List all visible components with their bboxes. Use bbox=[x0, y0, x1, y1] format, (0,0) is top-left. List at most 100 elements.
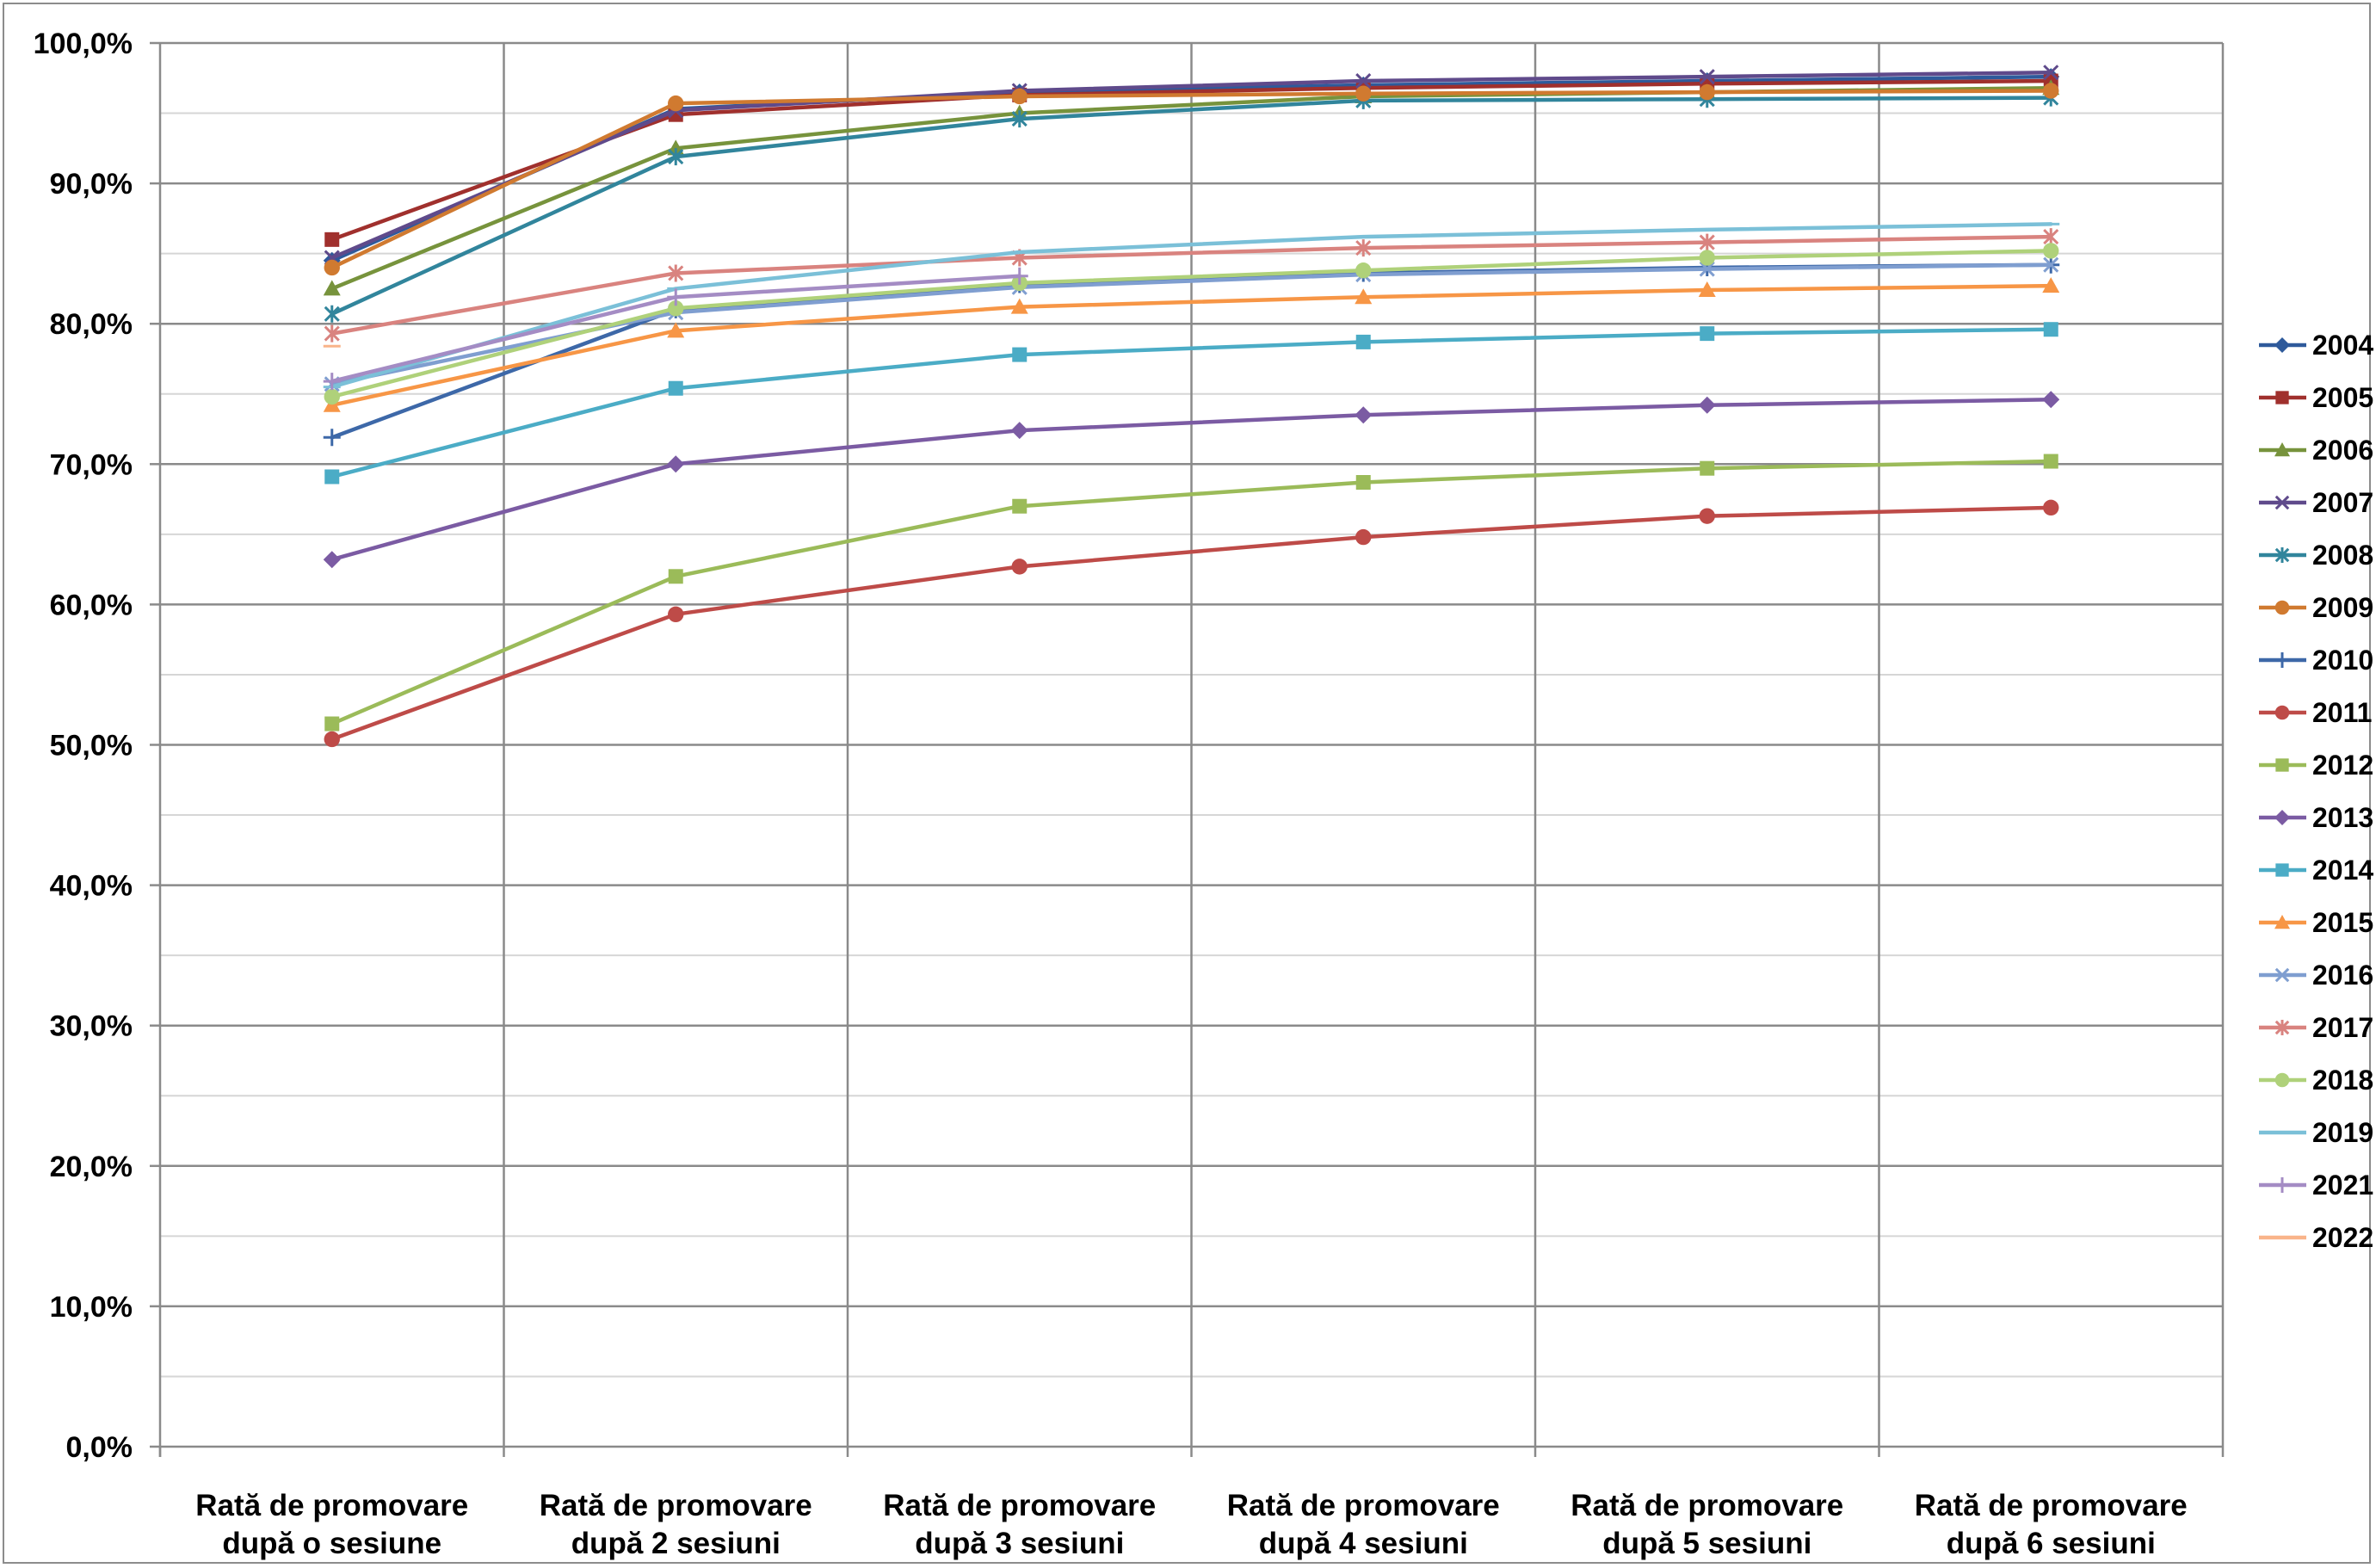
legend-label: 2012 bbox=[2312, 750, 2373, 781]
data-point-2011 bbox=[668, 606, 684, 623]
legend-marker bbox=[2274, 442, 2290, 457]
series-2018 bbox=[324, 243, 2059, 405]
legend-marker bbox=[2274, 810, 2290, 825]
data-point-2009 bbox=[1011, 88, 1028, 105]
legend-entry-2022: 2022 bbox=[2259, 1222, 2373, 1253]
legend-label: 2011 bbox=[2312, 697, 2372, 728]
data-point-2012 bbox=[324, 716, 340, 732]
y-tick-label: 50,0% bbox=[50, 730, 133, 762]
data-point-2018 bbox=[1699, 250, 1715, 266]
legend-label: 2009 bbox=[2312, 592, 2373, 623]
x-tick-label: Rată de promovare după 4 sesiuni bbox=[1227, 1489, 1500, 1560]
y-axis-tick-labels: 0,0% 10,0% 20,0% 30,0% 40,0% 50,0% 60,0% 70,0% 8… bbox=[34, 28, 133, 1464]
legend-entry-2019: 2019 bbox=[2259, 1117, 2373, 1148]
x-tick-label: Rată de promovare după 5 sesiuni bbox=[1571, 1489, 1843, 1560]
data-point-2018 bbox=[2043, 243, 2059, 259]
data-point-2014 bbox=[1012, 347, 1028, 362]
data-point-2011 bbox=[1355, 528, 1372, 546]
legend-entry-2012: 2012 bbox=[2259, 750, 2373, 781]
legend-entry-2007: 2007 bbox=[2259, 487, 2373, 518]
data-point-2021 bbox=[323, 373, 341, 391]
data-point-2009 bbox=[1699, 83, 1715, 101]
data-point-2013 bbox=[2042, 391, 2060, 409]
data-point-2014 bbox=[324, 469, 340, 485]
data-point-2007 bbox=[2043, 65, 2059, 81]
legend-label: 2008 bbox=[2312, 540, 2373, 571]
legend-entry-2009: 2009 bbox=[2259, 592, 2373, 623]
data-point-2017 bbox=[324, 324, 340, 343]
x-axis-tick-labels: Rată de promovare după o sesiune Rată de p… bbox=[195, 1489, 2188, 1560]
data-point-2018 bbox=[1355, 262, 1372, 279]
legend-label: 2021 bbox=[2312, 1170, 2373, 1201]
legend-marker bbox=[2275, 863, 2289, 877]
legend-marker bbox=[2274, 337, 2290, 353]
data-point-2018 bbox=[668, 300, 684, 317]
y-tick-label: 0,0% bbox=[66, 1431, 133, 1464]
series-2012 bbox=[324, 454, 2058, 732]
data-point-2015 bbox=[667, 322, 685, 338]
data-point-2011 bbox=[1011, 559, 1028, 575]
y-tick-label: 80,0% bbox=[50, 308, 133, 341]
legend-label: 2022 bbox=[2312, 1222, 2373, 1253]
data-point-2009 bbox=[668, 95, 684, 112]
series-line-2015 bbox=[330, 283, 2053, 408]
series-line-2008 bbox=[330, 96, 2053, 317]
data-point-2017 bbox=[1355, 239, 1372, 257]
legend-marker bbox=[2274, 1072, 2290, 1088]
data-point-2013 bbox=[667, 455, 685, 473]
data-point-2012 bbox=[668, 569, 683, 584]
legend-entry-2005: 2005 bbox=[2259, 382, 2373, 413]
data-point-2021 bbox=[1010, 267, 1028, 285]
x-tick-label: Rată de promovare după 6 sesiuni bbox=[1915, 1489, 2188, 1560]
legend-marker bbox=[2274, 915, 2290, 929]
series-line-2017 bbox=[330, 234, 2053, 336]
series-2011 bbox=[324, 499, 2059, 748]
legend-label: 2015 bbox=[2312, 907, 2373, 938]
y-tick-label: 60,0% bbox=[50, 589, 133, 621]
x-tick-label: Rată de promovare după 3 sesiuni bbox=[883, 1489, 1156, 1560]
series-line-2013 bbox=[330, 398, 2053, 562]
data-point-2013 bbox=[323, 551, 341, 569]
legend-marker bbox=[2274, 652, 2290, 668]
y-tick-label: 20,0% bbox=[50, 1151, 133, 1183]
data-point-2015 bbox=[1355, 288, 1373, 305]
data-point-2014 bbox=[2043, 322, 2058, 337]
legend-entry-2004: 2004 bbox=[2259, 330, 2373, 361]
data-point-2009 bbox=[324, 259, 340, 276]
data-point-2006 bbox=[323, 280, 341, 296]
y-tick-label: 10,0% bbox=[50, 1291, 133, 1324]
legend-entry-2010: 2010 bbox=[2259, 645, 2373, 676]
series-2015 bbox=[323, 277, 2060, 412]
series-2009 bbox=[324, 83, 2059, 276]
data-point-2008 bbox=[668, 148, 684, 166]
legend-label: 2018 bbox=[2312, 1065, 2373, 1096]
axes bbox=[150, 41, 2225, 1457]
data-point-2016 bbox=[2043, 256, 2059, 273]
y-tick-label: 30,0% bbox=[50, 1010, 133, 1043]
data-point-2011 bbox=[1699, 508, 1715, 524]
legend-label: 2010 bbox=[2312, 645, 2373, 676]
data-point-2017 bbox=[668, 264, 684, 282]
data-point-2017 bbox=[2043, 228, 2059, 246]
legend-marker bbox=[2274, 600, 2290, 615]
series-2014 bbox=[324, 322, 2058, 485]
data-point-2011 bbox=[324, 731, 340, 748]
y-tick-label: 100,0% bbox=[34, 28, 133, 60]
data-point-2014 bbox=[1355, 334, 1371, 349]
data-point-2015 bbox=[1010, 298, 1028, 314]
legend-label: 2004 bbox=[2312, 330, 2373, 361]
legend-marker bbox=[2274, 547, 2290, 563]
data-point-2010 bbox=[323, 429, 341, 447]
series-lines bbox=[323, 65, 2060, 748]
data-point-2009 bbox=[1355, 85, 1372, 102]
series-line-2014 bbox=[330, 327, 2053, 479]
legend-entry-2014: 2014 bbox=[2259, 855, 2373, 886]
data-point-2005 bbox=[324, 231, 340, 247]
data-point-2021 bbox=[667, 288, 685, 306]
series-2019 bbox=[323, 222, 2060, 389]
legend-entry-2015: 2015 bbox=[2259, 907, 2373, 938]
legend: 2004 2005 2006 2007 2008 2009 2010 2011 2012 2013… bbox=[2259, 330, 2373, 1253]
data-point-2007 bbox=[1355, 72, 1372, 90]
y-tick-label: 90,0% bbox=[50, 168, 133, 201]
